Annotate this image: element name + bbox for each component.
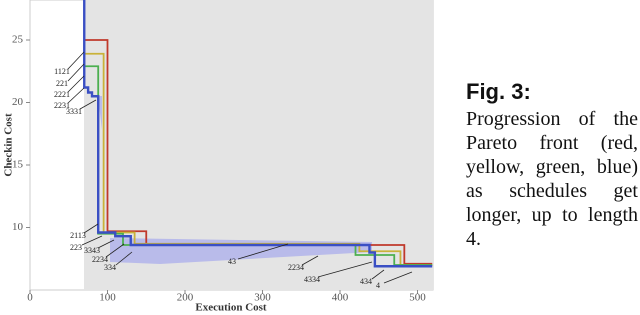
annotation: 221 — [56, 79, 68, 88]
x-tick-label: 200 — [177, 292, 194, 304]
annotation: 2221 — [54, 90, 70, 99]
grid: 10 15 20 25 0 100 200 300 400 500 — [12, 34, 426, 304]
y-axis-label: Checkin Cost — [3, 113, 15, 177]
x-tick-label: 400 — [332, 292, 349, 304]
pareto-front — [84, 39, 433, 265]
annotation-arrow — [67, 51, 85, 70]
y-tick-label: 25 — [12, 34, 24, 46]
annotation: 3343 — [84, 246, 100, 255]
pareto-front — [84, 52, 433, 266]
annotation-arrow — [317, 261, 373, 278]
x-tick-label: 300 — [254, 292, 271, 304]
annotation-arrow — [79, 99, 97, 110]
caption-label: Fig. 3: — [466, 79, 531, 104]
annotation-arrow — [237, 243, 289, 260]
annotation: 434 — [360, 277, 372, 286]
annotation-arrow — [67, 63, 85, 82]
annotation: 2113 — [70, 231, 86, 240]
annotation-arrow — [383, 271, 413, 284]
annotation-arrow — [81, 235, 103, 246]
annotation: 3331 — [66, 107, 82, 116]
annotation-arrow — [67, 75, 85, 93]
y-tick-label: 15 — [12, 159, 24, 171]
annotation-arrow — [105, 243, 125, 258]
annotation: 4 — [376, 281, 380, 290]
annotation: 1121 — [54, 67, 70, 76]
chart: 10 15 20 25 0 100 200 300 400 500 1121 221 2221 2231… — [3, 0, 434, 314]
y-tick-label: 20 — [12, 96, 24, 108]
annotation-arrow — [83, 223, 99, 234]
annotation-arrow — [67, 87, 85, 104]
x-tick-label: 100 — [99, 292, 116, 304]
annotation-arrow — [371, 269, 385, 280]
annotation: 334 — [104, 263, 116, 272]
x-tick-label: 0 — [27, 292, 33, 304]
y-tick-label: 10 — [12, 221, 24, 233]
annotation: 2234 — [288, 263, 304, 272]
x-axis-label: Execution Cost — [195, 302, 267, 314]
annotation: 4334 — [304, 275, 320, 284]
annotation-arrow — [301, 255, 319, 266]
annotation: 2234 — [92, 255, 108, 264]
annotation: 2231 — [54, 101, 70, 110]
annotation-arrow — [115, 251, 133, 266]
pareto-front — [83, 0, 433, 268]
x-tick-label: 500 — [409, 292, 426, 304]
caption: Fig. 3: Progression of the Pareto front (… — [466, 80, 638, 251]
lines — [83, 0, 433, 268]
annotation: 223 — [70, 243, 82, 252]
annotation-arrow — [97, 239, 115, 249]
dominated-region — [98, 96, 372, 264]
annotation: 43 — [228, 257, 236, 266]
caption-text: Progression of the Pareto front (red, ye… — [466, 108, 638, 250]
